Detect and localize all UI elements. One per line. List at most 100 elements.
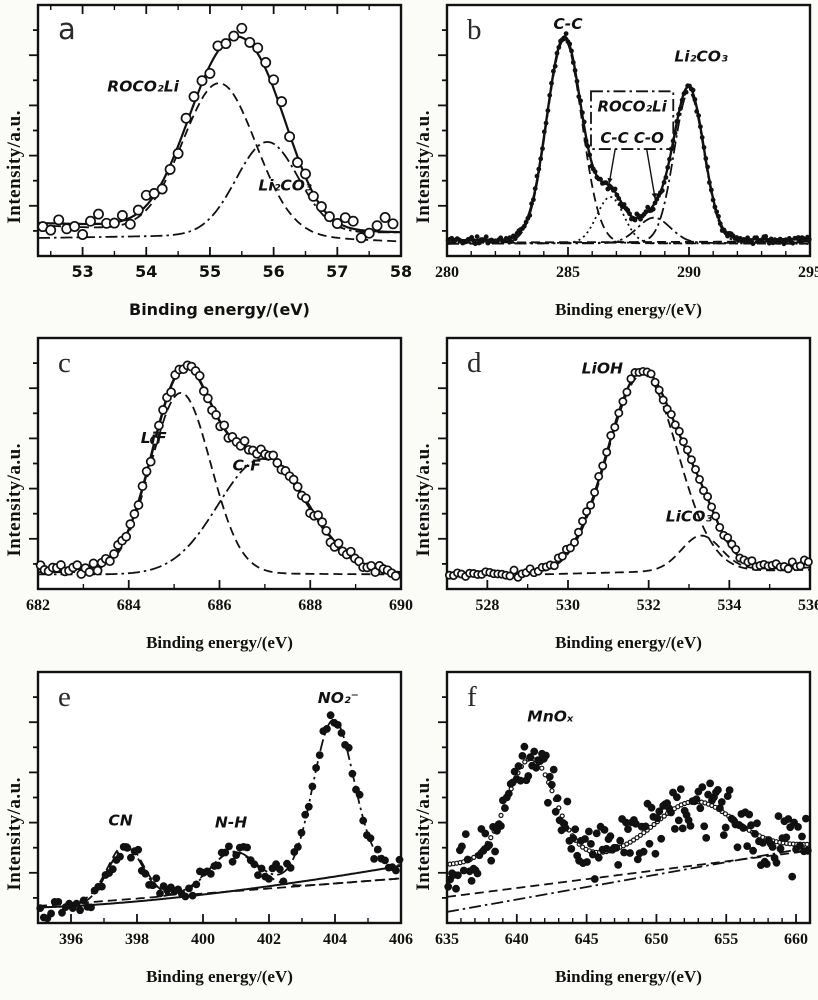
- data-point: [129, 509, 140, 519]
- data-point: [127, 853, 135, 862]
- fit-bead: [661, 813, 667, 819]
- data-point: [137, 481, 148, 491]
- data-point: [676, 111, 681, 117]
- x-axis-label: Binding energy/(eV): [129, 300, 310, 319]
- plot-area-a: 53 54 55 56 57 58 ROCO₂Li Li₂CO₃ a: [29, 3, 412, 281]
- x-tick-label: 682: [26, 597, 50, 614]
- component-roco-li: [447, 195, 810, 245]
- data-point: [317, 517, 328, 527]
- data-point: [337, 729, 346, 737]
- data-point: [692, 795, 701, 804]
- data-point: [549, 765, 558, 774]
- data-point: [363, 227, 375, 239]
- data-point: [557, 551, 567, 561]
- data-point: [749, 846, 757, 855]
- data-point: [504, 789, 513, 798]
- baseline-line-0: [446, 849, 811, 898]
- data-point: [220, 38, 232, 50]
- data-point: [507, 235, 513, 241]
- x-tick-label: 684: [117, 597, 141, 614]
- annotation-mno-: MnOₓ: [527, 707, 574, 725]
- x-tick-label: 655: [714, 931, 738, 948]
- data-point: [768, 843, 777, 851]
- data-point: [766, 240, 772, 246]
- data-point: [156, 889, 164, 898]
- data-point: [645, 204, 651, 210]
- data-point: [571, 825, 580, 834]
- data-point: [667, 156, 672, 162]
- component-c-f: [38, 458, 402, 576]
- data-point: [297, 828, 306, 837]
- fit-bead: [637, 832, 643, 838]
- data-point: [587, 840, 595, 848]
- data-point: [650, 206, 656, 212]
- data-point: [578, 516, 587, 526]
- data-point: [699, 486, 708, 496]
- data-point: [221, 848, 230, 857]
- data-point: [698, 783, 707, 791]
- data-point: [345, 546, 356, 557]
- data-point: [526, 753, 535, 762]
- data-point: [747, 821, 755, 830]
- data-point: [323, 211, 335, 223]
- x-tick-label: 534: [717, 597, 741, 614]
- data-point: [674, 426, 684, 436]
- x-tick-label: 640: [505, 931, 529, 948]
- panel-letter: f: [467, 681, 477, 713]
- data-point: [204, 67, 216, 79]
- data-point: [788, 872, 797, 881]
- annotation-c-c: C-C: [553, 15, 583, 33]
- data-point: [206, 870, 215, 878]
- fit-bead: [631, 837, 637, 843]
- data-point: [532, 763, 540, 772]
- data-point: [711, 511, 721, 521]
- data-point: [716, 214, 721, 219]
- data-point: [148, 881, 157, 890]
- data-point: [598, 461, 608, 471]
- data-point: [541, 129, 547, 135]
- data-point: [645, 839, 654, 848]
- data-point: [710, 197, 716, 203]
- data-point: [694, 109, 700, 114]
- x-tick-label: 528: [475, 597, 499, 614]
- y-axis: Intensity/a.u.: [0, 0, 30, 333]
- data-point: [292, 481, 303, 492]
- data-point: [481, 829, 490, 838]
- data-point: [707, 502, 717, 512]
- data-point: [243, 843, 252, 852]
- data-point: [674, 119, 680, 124]
- data-point: [514, 762, 523, 771]
- data-point: [359, 816, 368, 825]
- data-point: [58, 908, 66, 917]
- data-point: [371, 220, 383, 232]
- data-point: [547, 92, 553, 98]
- data-point: [172, 148, 184, 159]
- data-point: [621, 202, 627, 207]
- data-point: [590, 875, 599, 883]
- x-tick-label: 400: [191, 931, 215, 948]
- data-point: [180, 112, 192, 124]
- y-axis-label: Intensity/a.u.: [4, 443, 25, 557]
- data-point: [315, 201, 327, 213]
- fit-bead: [549, 788, 555, 794]
- data-point: [745, 810, 754, 819]
- data-point: [98, 882, 106, 891]
- data-point: [549, 80, 554, 86]
- data-point: [641, 822, 650, 831]
- data-point: [704, 790, 712, 799]
- data-point: [686, 455, 696, 465]
- data-point: [606, 832, 615, 841]
- data-point: [570, 537, 579, 547]
- data-point: [232, 851, 241, 859]
- data-point: [753, 819, 761, 828]
- data-point: [703, 156, 709, 161]
- data-point: [556, 45, 562, 50]
- data-point: [196, 75, 208, 87]
- data-point: [181, 892, 190, 901]
- data-point: [651, 849, 660, 858]
- data-point: [276, 96, 288, 108]
- data-point: [701, 145, 707, 150]
- data-point: [540, 146, 545, 152]
- annotation-li-co-: Li₂CO₃: [674, 47, 728, 65]
- annotation-box-line: ROCO₂Li: [597, 97, 667, 115]
